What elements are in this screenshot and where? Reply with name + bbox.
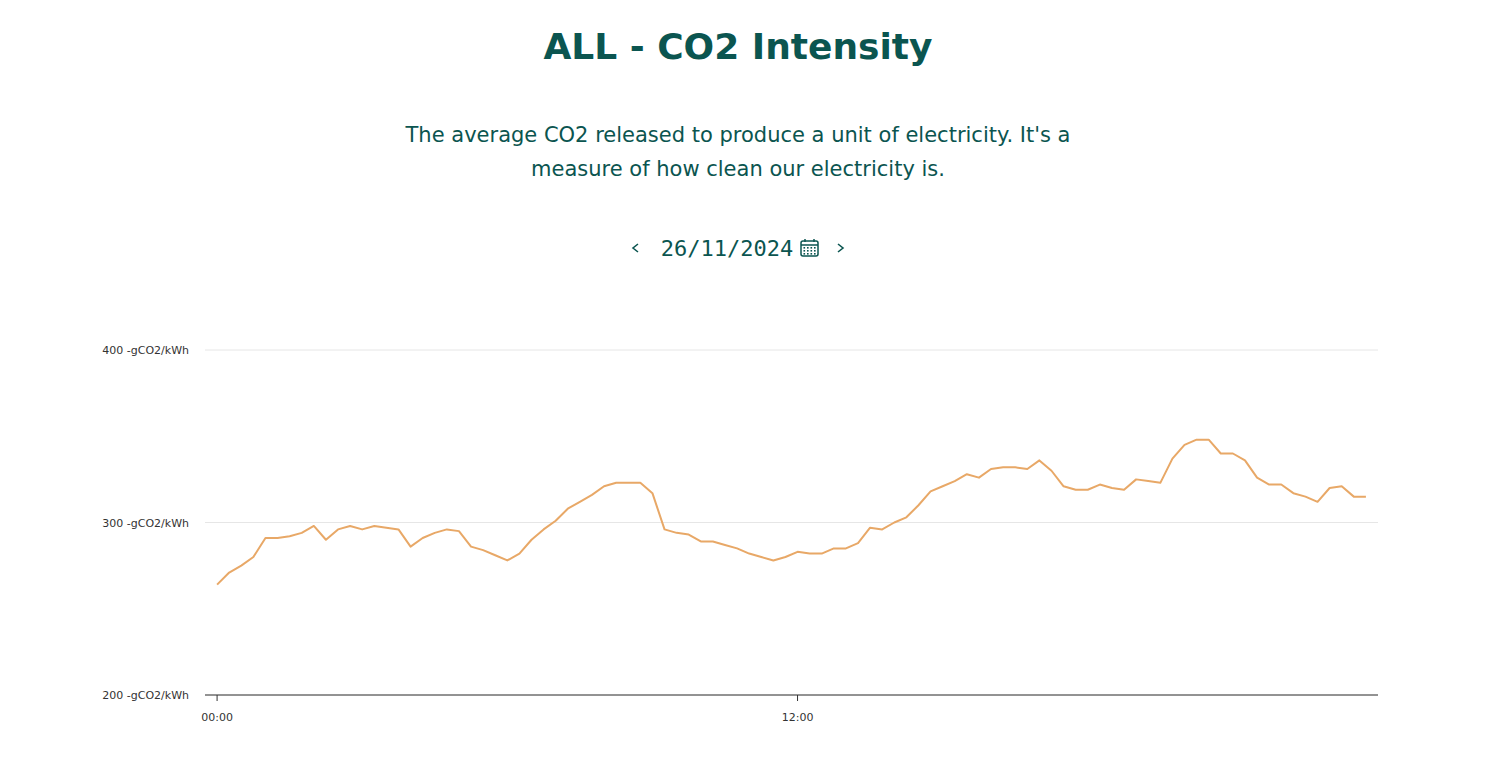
- x-tick: [797, 695, 798, 701]
- y-tick-label: 300 -gCO2/kWh: [102, 517, 189, 530]
- y-tick-label: 200 -gCO2/kWh: [102, 689, 189, 702]
- title: ALL - CO2 Intensity: [0, 26, 1476, 67]
- grid-line: [205, 695, 1378, 696]
- x-axis: [205, 695, 1378, 696]
- chart: 200 -gCO2/kWh 300 -gCO2/kWh 400 -gCO2/kWh 0…: [0, 0, 1499, 776]
- date: 26/11/2024: [661, 236, 793, 261]
- subtitle: The average CO2 released to produce a un…: [398, 118, 1078, 186]
- calendar-icon[interactable]: [799, 237, 821, 259]
- grid-line: [205, 522, 1378, 523]
- grid-line: [205, 350, 1378, 351]
- x-tick: [217, 695, 218, 701]
- co2-line: [217, 440, 1366, 585]
- prev-day[interactable]: [615, 236, 655, 260]
- y-tick-label: 400 -gCO2/kWh: [102, 344, 189, 357]
- x-tick-label: 00:00: [201, 711, 233, 724]
- plot-area: [217, 440, 1366, 585]
- next-day[interactable]: [821, 236, 861, 260]
- date-picker[interactable]: 26/11/2024: [0, 234, 1476, 261]
- x-tick-label: 12:00: [782, 711, 814, 724]
